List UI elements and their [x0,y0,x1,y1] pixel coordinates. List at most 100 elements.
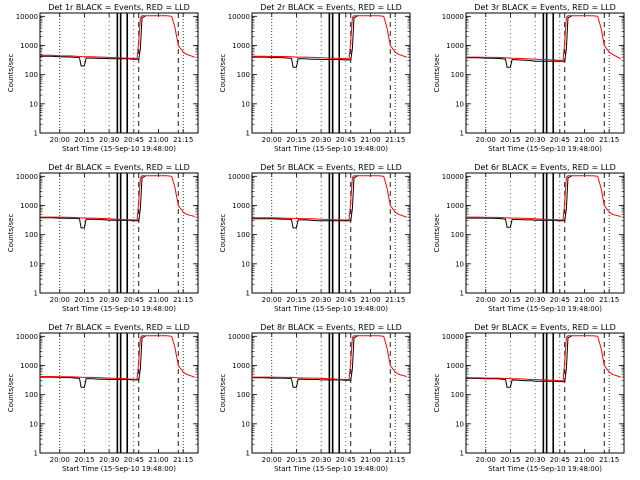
x-tick-label: 20:15 [500,296,520,304]
x-tick-label: 21:15 [599,136,619,144]
x-tick-label: 21:15 [599,456,619,464]
x-tick-label: 21:15 [173,296,193,304]
plot-frame [251,332,411,454]
plot-frame [251,172,411,294]
series-group [466,15,621,68]
x-axis-label: Start Time (15-Sep-10 19:48:00) [62,145,176,153]
x-axis-label: Start Time (15-Sep-10 19:48:00) [274,305,388,313]
x-tick-label: 20:30 [525,456,545,464]
x-tick-label: 20:30 [525,296,545,304]
y-tick-label: 1000 [446,202,464,210]
detector-panel: Det 1r BLACK = Events, RED = LLD 1 10 100 10… [7,3,199,153]
x-tick-label: 20:45 [124,136,144,144]
x-tick-label: 20:00 [262,456,282,464]
x-tick-label: 20:45 [550,296,570,304]
x-tick-label: 20:30 [311,296,331,304]
series-group [466,175,621,228]
y-tick-label: 1 [34,130,38,138]
y-tick-label: 1000 [446,42,464,50]
panel-title: Det 9r BLACK = Events, RED = LLD [474,323,616,332]
y-tick-label: 1 [246,450,250,458]
series-line-lld [466,335,621,382]
y-tick-label: 10 [455,260,464,268]
y-tick-label: 10000 [16,13,38,21]
y-axis-label: Counts/sec [433,54,441,93]
plot-frame [465,332,625,454]
y-tick-label: 1000 [446,362,464,370]
detector-panel: Det 3r BLACK = Events, RED = LLD 1 10 100 10… [433,3,625,153]
y-tick-label: 10000 [228,333,250,341]
x-tick-label: 20:45 [550,456,570,464]
y-tick-label: 1 [246,290,250,298]
series-line-lld [40,335,195,380]
detector-panel: Det 4r BLACK = Events, RED = LLD 1 10 100 10… [7,163,199,313]
series-line-events [40,175,146,229]
y-tick-label: 100 [25,231,38,239]
x-tick-label: 20:45 [336,136,356,144]
y-tick-label: 10 [29,420,38,428]
y-tick-label: 100 [237,391,250,399]
y-tick-label: 10 [29,100,38,108]
y-tick-label: 10000 [442,13,464,21]
y-tick-label: 1 [34,290,38,298]
y-axis-label: Counts/sec [433,214,441,253]
series-line-lld [40,15,195,59]
y-tick-label: 1000 [232,202,250,210]
y-axis-label: Counts/sec [219,214,227,253]
x-tick-label: 21:00 [148,136,168,144]
series-group [252,15,407,68]
x-tick-label: 21:00 [360,296,380,304]
y-tick-label: 10000 [16,173,38,181]
series-line-lld [466,15,621,61]
x-tick-label: 20:00 [476,296,496,304]
x-tick-label: 21:00 [360,136,380,144]
series-line-events [40,15,146,67]
y-tick-label: 10 [455,100,464,108]
x-tick-label: 21:15 [385,456,405,464]
x-tick-label: 20:15 [286,296,306,304]
x-axis-label: Start Time (15-Sep-10 19:48:00) [488,305,602,313]
x-tick-label: 20:00 [476,136,496,144]
x-tick-label: 20:00 [50,296,70,304]
x-tick-label: 20:45 [124,296,144,304]
series-line-lld [40,175,195,221]
x-tick-label: 21:00 [574,136,594,144]
x-tick-label: 20:45 [550,136,570,144]
plot-frame [465,172,625,294]
x-tick-label: 20:30 [311,456,331,464]
detector-panel: Det 5r BLACK = Events, RED = LLD 1 10 100 10… [219,163,411,313]
y-axis-label: Counts/sec [433,374,441,413]
x-tick-label: 21:15 [385,296,405,304]
y-axis-label: Counts/sec [7,214,15,253]
panel-title: Det 1r BLACK = Events, RED = LLD [48,3,190,12]
x-tick-label: 20:45 [124,456,144,464]
x-tick-label: 21:00 [574,296,594,304]
plot-frame [39,332,199,454]
x-tick-label: 20:45 [336,456,356,464]
panel-title: Det 5r BLACK = Events, RED = LLD [260,163,402,172]
y-tick-label: 100 [25,71,38,79]
y-tick-label: 1 [460,130,464,138]
y-tick-label: 10000 [442,173,464,181]
plot-frame [39,12,199,134]
x-tick-label: 20:30 [99,456,119,464]
x-axis-label: Start Time (15-Sep-10 19:48:00) [274,465,388,473]
series-line-events [466,15,572,68]
y-tick-label: 100 [25,391,38,399]
x-tick-label: 20:00 [262,296,282,304]
x-tick-label: 20:15 [500,136,520,144]
x-tick-label: 20:15 [74,136,94,144]
x-tick-label: 20:00 [262,136,282,144]
x-tick-label: 21:15 [173,136,193,144]
panel-title: Det 4r BLACK = Events, RED = LLD [48,163,190,172]
x-tick-label: 20:15 [286,136,306,144]
x-tick-label: 20:00 [476,456,496,464]
series-line-events [466,175,572,228]
panel-title: Det 8r BLACK = Events, RED = LLD [260,323,402,332]
y-tick-label: 100 [451,71,464,79]
detector-panel: Det 8r BLACK = Events, RED = LLD 1 10 100 10… [219,323,411,473]
y-tick-label: 10000 [442,333,464,341]
x-tick-label: 20:00 [50,136,70,144]
